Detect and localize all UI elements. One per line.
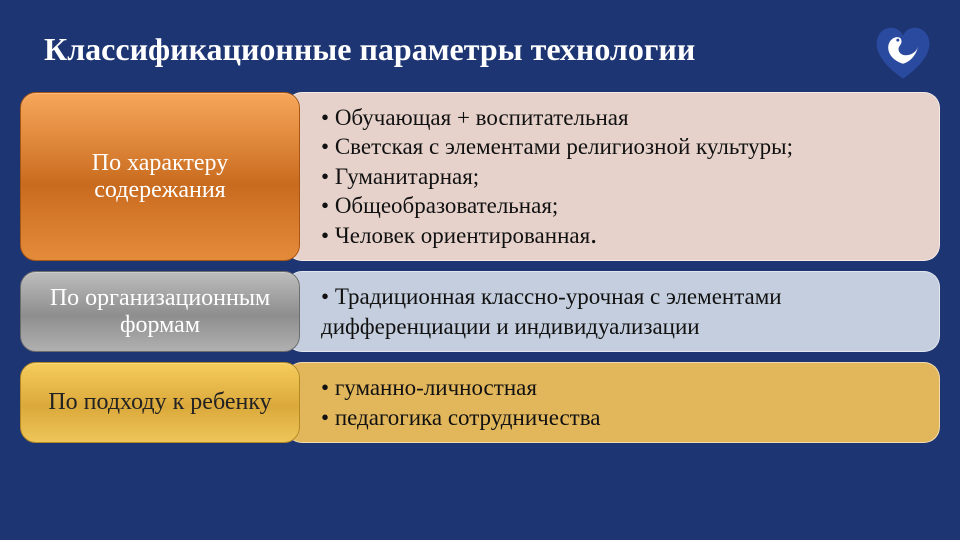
category-pill-content-nature: По характеру содережания [20, 92, 300, 261]
category-pill-approach: По подходу к ребенку [20, 362, 300, 443]
header: Классификационные параметры технологии [20, 12, 940, 86]
list-item: педагогика сотрудничества [321, 403, 601, 432]
classification-row: По подходу к ребенку гуманно-личностная … [20, 362, 940, 443]
page-title: Классификационные параметры технологии [20, 31, 695, 68]
classification-row: По организационным формам Традиционная к… [20, 271, 940, 352]
bullet-list: Традиционная классно-урочная с элементам… [321, 282, 921, 341]
pill-label: По характеру содережания [35, 150, 285, 204]
list-item: гуманно-личностная [321, 373, 601, 402]
bullet-list: гуманно-личностная педагогика сотрудниче… [321, 373, 601, 432]
list-item: Светская с элементами религиозной культу… [321, 132, 793, 161]
logo [866, 12, 940, 86]
list-item: Общеобразовательная; [321, 191, 793, 220]
list-item: Обучающая + воспитательная [321, 103, 793, 132]
category-pill-org-forms: По организационным формам [20, 271, 300, 352]
pill-label: По организационным формам [35, 285, 285, 339]
category-content: гуманно-личностная педагогика сотрудниче… [286, 362, 940, 443]
pill-label: По подходу к ребенку [48, 389, 271, 416]
list-item: Гуманитарная; [321, 162, 793, 191]
list-item: Традиционная классно-урочная с элементам… [321, 282, 921, 341]
list-item: Человек ориентированная. [321, 221, 793, 250]
category-content: Обучающая + воспитательная Светская с эл… [286, 92, 940, 261]
rows-container: По характеру содережания Обучающая + вос… [20, 92, 940, 443]
classification-row: По характеру содережания Обучающая + вос… [20, 92, 940, 261]
bullet-list: Обучающая + воспитательная Светская с эл… [321, 103, 793, 250]
category-content: Традиционная классно-урочная с элементам… [286, 271, 940, 352]
slide: Классификационные параметры технологии П… [0, 0, 960, 540]
swan-heart-icon [866, 12, 940, 86]
